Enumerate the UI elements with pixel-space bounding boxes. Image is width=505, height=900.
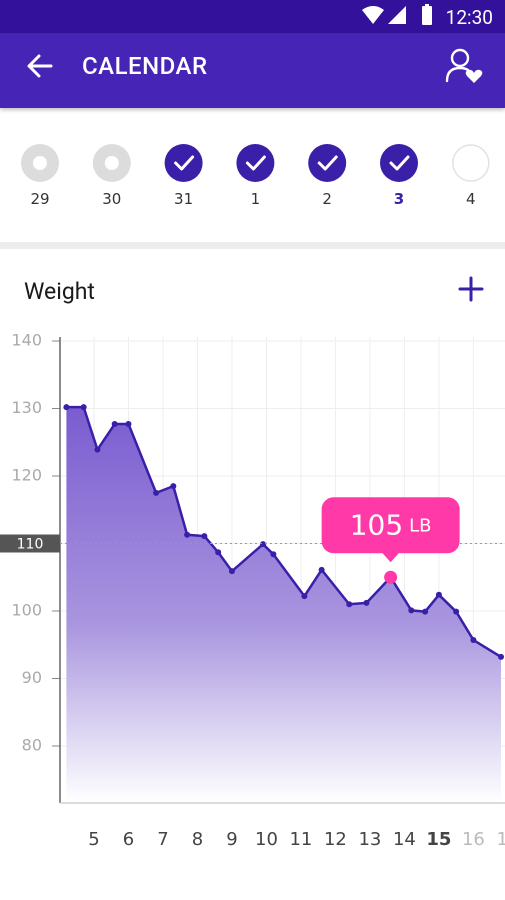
data-point — [125, 421, 132, 428]
data-point — [498, 653, 504, 660]
x-tick-label: 7 — [157, 829, 168, 850]
day-done — [380, 144, 418, 182]
day-label: 31 — [174, 190, 193, 208]
day-item[interactable]: 1 — [236, 144, 275, 208]
callout-pointer — [381, 552, 400, 563]
data-point — [435, 591, 442, 598]
add-button[interactable] — [456, 274, 486, 304]
data-point — [153, 489, 160, 496]
data-point — [453, 608, 460, 615]
area-fill — [66, 407, 501, 803]
day-item[interactable]: 31 — [164, 144, 203, 208]
day-label: 2 — [322, 190, 332, 208]
weight-chart: 5 6 7 8 9 10 11 12 13 14 15 16 17 80 90 100 120 130 140 110… — [0, 331, 505, 850]
y-tick-label: 120 — [11, 466, 42, 485]
callout-value: 105 — [350, 508, 403, 541]
data-point — [260, 541, 267, 548]
day-label: 4 — [466, 190, 476, 208]
x-tick-label: 9 — [226, 829, 237, 850]
data-point — [215, 549, 222, 556]
highlight-point[interactable] — [384, 570, 398, 584]
x-tick-label: 16 — [462, 829, 485, 850]
data-point — [170, 483, 177, 490]
data-point — [408, 607, 415, 614]
day-item[interactable]: 2 — [308, 144, 347, 208]
x-tick-label: 11 — [289, 829, 312, 850]
data-point — [318, 566, 325, 573]
y-tick-label: 90 — [22, 668, 42, 687]
data-point — [270, 551, 277, 558]
x-tick-label: 6 — [123, 829, 134, 850]
check-icon — [389, 155, 410, 171]
data-point — [301, 593, 308, 600]
day-done — [308, 144, 347, 182]
day-item[interactable]: 3 — [380, 144, 418, 208]
reference-label: 110 — [17, 537, 44, 553]
day-item[interactable]: 4 — [452, 144, 490, 208]
y-tick-label: 130 — [11, 398, 42, 417]
data-point — [470, 637, 477, 644]
day-missed-dot — [33, 156, 47, 170]
section-divider — [0, 242, 505, 249]
x-tick-label: 5 — [88, 829, 99, 850]
day-label: 3 — [394, 190, 404, 208]
screen-title: CALENDAR — [82, 52, 208, 80]
data-point — [94, 446, 101, 453]
reference-label-box — [0, 534, 60, 553]
section-title: Weight — [24, 278, 95, 305]
day-label: 1 — [251, 190, 261, 208]
data-point — [63, 404, 70, 411]
callout-bubble — [321, 497, 460, 554]
data-point — [422, 608, 429, 615]
data-point — [111, 421, 118, 428]
check-icon — [174, 155, 195, 171]
x-tick-label: 15 — [426, 829, 451, 850]
x-tick-label: 12 — [324, 829, 347, 850]
back-button[interactable] — [25, 51, 55, 81]
check-icon — [245, 155, 266, 171]
callout-text: 105 LB — [350, 508, 432, 541]
day-done — [164, 144, 203, 182]
day-item[interactable]: 30 — [92, 144, 131, 208]
status-bar: 12:30 — [0, 0, 505, 33]
status-icons — [362, 4, 432, 25]
day-label: 30 — [102, 190, 121, 208]
app-bar: CALENDAR — [0, 33, 505, 108]
profile-favorite-button[interactable] — [444, 47, 484, 87]
day-missed-dot — [104, 156, 119, 170]
x-tick-label: 14 — [393, 829, 416, 850]
data-point — [80, 404, 87, 411]
data-point — [184, 531, 191, 538]
x-tick-label: 8 — [192, 829, 203, 850]
value-callout: 105 LB — [321, 497, 460, 563]
day-done — [236, 144, 275, 182]
data-point — [363, 599, 370, 606]
data-point — [201, 533, 208, 540]
day-selector: 29 30 31 1 2 3 4 — [21, 144, 490, 208]
data-point — [346, 601, 353, 608]
x-tick-label: 17 — [496, 829, 505, 850]
day-item[interactable]: 29 — [21, 144, 59, 208]
y-tick-label: 80 — [22, 736, 42, 755]
y-tick-label: 100 — [11, 601, 42, 620]
day-label: 29 — [30, 190, 49, 208]
y-tick-label: 140 — [11, 331, 42, 350]
callout-unit: LB — [409, 515, 431, 536]
data-point — [228, 568, 235, 575]
day-upcoming — [452, 144, 490, 182]
status-time: 12:30 — [445, 6, 493, 29]
check-icon — [317, 155, 338, 171]
x-tick-label: 10 — [255, 829, 278, 850]
x-tick-label: 13 — [358, 829, 381, 850]
